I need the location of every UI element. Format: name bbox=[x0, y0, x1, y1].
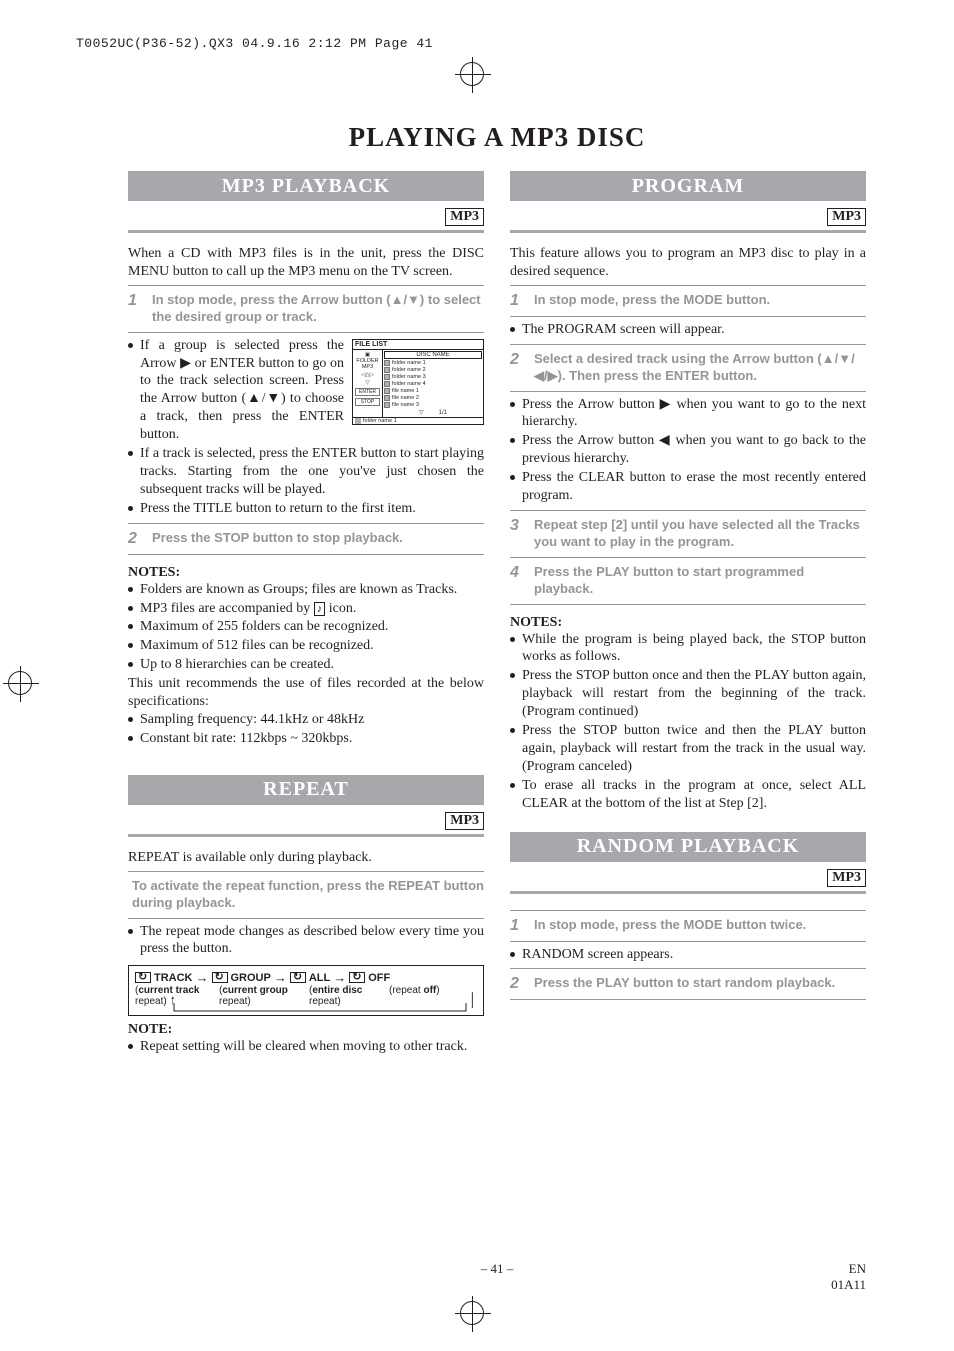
music-note-icon: ♪ bbox=[314, 602, 326, 616]
page-number: – 41 – bbox=[128, 1261, 866, 1277]
step-text: To activate the repeat function, press t… bbox=[132, 878, 484, 912]
mode-all: ALL bbox=[309, 972, 330, 984]
divider bbox=[510, 891, 866, 894]
notes-heading: NOTES: bbox=[128, 565, 484, 581]
note-item: Press the STOP button once and then the … bbox=[510, 667, 866, 721]
mode-track: TRACK bbox=[154, 972, 193, 984]
step-number: 4 bbox=[510, 564, 524, 598]
note-item: Repeat setting will be cleared when movi… bbox=[128, 1038, 484, 1056]
note-heading: NOTE: bbox=[128, 1022, 484, 1038]
page-content: PLAYING A MP3 DISC MP3 PLAYBACK MP3 When… bbox=[128, 122, 866, 1057]
bullet: Press the Arrow button ◀ when you want t… bbox=[510, 432, 866, 468]
mode-group: GROUP bbox=[231, 972, 271, 984]
repeat-intro: REPEAT is available only during playback… bbox=[128, 849, 484, 867]
repeat-cycle-diagram: TRACK → GROUP → ALL → OFF (current track… bbox=[128, 965, 484, 1016]
spec-item: Sampling frequency: 44.1kHz or 48kHz bbox=[128, 711, 484, 729]
loop-icon bbox=[135, 972, 151, 983]
page-footer: – 41 – EN 01A11 bbox=[128, 1261, 866, 1293]
program-intro: This feature allows you to program an MP… bbox=[510, 245, 866, 281]
note-item: Press the STOP button twice and then the… bbox=[510, 722, 866, 776]
section-bar-random: RANDOM PLAYBACK bbox=[510, 832, 866, 862]
step-text: Press the PLAY button to start random pl… bbox=[534, 975, 835, 993]
right-column: PROGRAM MP3 This feature allows you to p… bbox=[510, 171, 866, 1057]
bullet: RANDOM screen appears. bbox=[510, 946, 866, 964]
note-item: Maximum of 255 folders can be recognized… bbox=[128, 618, 484, 636]
step-4: 4 Press the PLAY button to start program… bbox=[510, 564, 866, 598]
loop-icon bbox=[290, 972, 306, 983]
arrow-icon: → bbox=[333, 970, 346, 985]
bullet: The PROGRAM screen will appear. bbox=[510, 321, 866, 339]
footer-code: 01A11 bbox=[831, 1277, 866, 1292]
section-bar-program: PROGRAM bbox=[510, 171, 866, 201]
step-text: Repeat step [2] until you have selected … bbox=[534, 517, 866, 551]
step-number: 1 bbox=[128, 292, 142, 326]
step-1: 1 In stop mode, press the MODE button. bbox=[510, 292, 866, 310]
note-item: Folders are known as Groups; files are k… bbox=[128, 581, 484, 599]
repeat-instruction: To activate the repeat function, press t… bbox=[128, 878, 484, 912]
step-3: 3 Repeat step [2] until you have selecte… bbox=[510, 517, 866, 551]
page-title: PLAYING A MP3 DISC bbox=[128, 122, 866, 153]
bullet: The repeat mode changes as described bel… bbox=[128, 923, 484, 959]
bullet: If a track is selected, press the ENTER … bbox=[128, 445, 484, 499]
feedback-line bbox=[173, 1003, 467, 1013]
step-text: In stop mode, press the MODE button twic… bbox=[534, 917, 806, 935]
section-bar-repeat: REPEAT bbox=[128, 775, 484, 805]
notes-heading: NOTES: bbox=[510, 615, 866, 631]
step-number: 2 bbox=[510, 975, 524, 993]
mp3-badge: MP3 bbox=[827, 208, 866, 226]
step-2: 2 Press the PLAY button to start random … bbox=[510, 975, 866, 993]
bullet: Press the Arrow button ▶ when you want t… bbox=[510, 396, 866, 432]
section-title: MP3 PLAYBACK bbox=[222, 175, 390, 198]
mp3-badge: MP3 bbox=[445, 812, 484, 830]
left-column: MP3 PLAYBACK MP3 When a CD with MP3 file… bbox=[128, 171, 484, 1057]
step-1: 1 In stop mode, press the Arrow button (… bbox=[128, 292, 484, 326]
step-text: Select a desired track using the Arrow b… bbox=[534, 351, 866, 385]
step-number: 2 bbox=[128, 530, 142, 548]
spec-item: Constant bit rate: 112kbps ~ 320kbps. bbox=[128, 730, 484, 748]
step-number: 3 bbox=[510, 517, 524, 551]
step-1: 1 In stop mode, press the MODE button tw… bbox=[510, 917, 866, 935]
step-text: Press the STOP button to stop playback. bbox=[152, 530, 403, 548]
bullet: Press the CLEAR button to erase the most… bbox=[510, 469, 866, 505]
print-slug: T0052UC(P36-52).QX3 04.9.16 2:12 PM Page… bbox=[76, 36, 433, 51]
divider bbox=[128, 230, 484, 233]
step-text: In stop mode, press the MODE button. bbox=[534, 292, 770, 310]
arrow-icon: → bbox=[196, 970, 209, 985]
section-title: PROGRAM bbox=[632, 175, 745, 198]
crop-mark-top bbox=[460, 62, 484, 86]
note-item: Up to 8 hierarchies can be created. bbox=[128, 656, 484, 674]
mp3-badge: MP3 bbox=[827, 869, 866, 887]
mode-off: OFF bbox=[368, 972, 390, 984]
playback-intro: When a CD with MP3 files is in the unit,… bbox=[128, 245, 484, 281]
step-2: 2 Select a desired track using the Arrow… bbox=[510, 351, 866, 385]
arrow-icon: → bbox=[274, 970, 287, 985]
note-item: Maximum of 512 files can be recognized. bbox=[128, 637, 484, 655]
step-number: 2 bbox=[510, 351, 524, 385]
note-item: While the program is being played back, … bbox=[510, 631, 866, 667]
step-text: Press the PLAY button to start programme… bbox=[534, 564, 866, 598]
note-item: To erase all tracks in the program at on… bbox=[510, 777, 866, 813]
section-bar-playback: MP3 PLAYBACK bbox=[128, 171, 484, 201]
divider bbox=[128, 834, 484, 837]
feedback-arrow-icon: │ bbox=[469, 996, 477, 1004]
loop-icon bbox=[212, 972, 228, 983]
note-item: MP3 files are accompanied by ♪ icon. bbox=[128, 600, 484, 618]
section-title: REPEAT bbox=[263, 778, 349, 801]
step-number: 1 bbox=[510, 917, 524, 935]
spec-intro: This unit recommends the use of files re… bbox=[128, 675, 484, 711]
step-2: 2 Press the STOP button to stop playback… bbox=[128, 530, 484, 548]
bullet: If a group is selected press the Arrow ▶… bbox=[128, 337, 484, 444]
crop-mark-left bbox=[8, 671, 32, 695]
step-text: In stop mode, press the Arrow button (▲/… bbox=[152, 292, 484, 326]
step-number: 1 bbox=[510, 292, 524, 310]
loop-icon bbox=[349, 972, 365, 983]
section-title: RANDOM PLAYBACK bbox=[577, 835, 800, 858]
divider bbox=[510, 230, 866, 233]
mp3-badge: MP3 bbox=[445, 208, 484, 226]
crop-mark-bottom bbox=[460, 1301, 484, 1325]
bullet: Press the TITLE button to return to the … bbox=[128, 500, 484, 518]
